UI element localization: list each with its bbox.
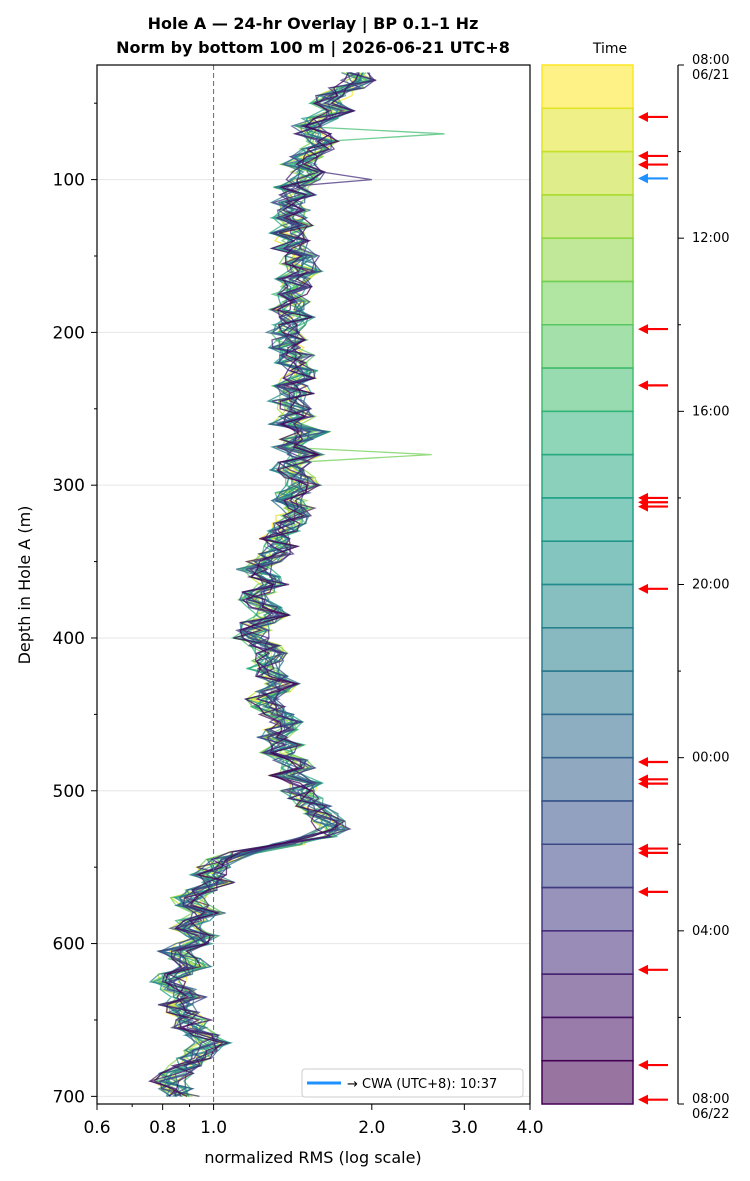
x-tick-label-1: 1.0 [200, 1118, 227, 1138]
y-tick-label-100: 100 [53, 171, 85, 191]
colorbar-band-4 [541, 237, 634, 283]
x-tick-label-4: 4.0 [516, 1118, 543, 1138]
profile-line-24 [153, 72, 349, 1097]
colorbar-tick-label-0: 08:00 06/21 [692, 53, 729, 83]
colorbar-tick-label-12: 20:00 [692, 578, 729, 593]
colorbar-band-19 [541, 886, 634, 932]
cwa-arrow-head [638, 173, 648, 184]
colorbar-band-6 [541, 324, 634, 369]
y-axis-label: Depth in Hole A (m) [15, 506, 34, 665]
event-arrow-18-head [638, 1094, 648, 1105]
colorbar-band-5 [541, 280, 634, 326]
colorbar-band-15 [541, 713, 634, 759]
colorbar-tick-label-4: 12:00 [692, 231, 729, 246]
event-arrow-16-head [638, 964, 648, 975]
y-tick-label-600: 600 [53, 935, 85, 955]
colorbar-band-23 [541, 1059, 634, 1105]
colorbar-band-7 [541, 367, 634, 413]
colorbar-band-21 [541, 973, 634, 1019]
colorbar-band-9 [541, 453, 634, 499]
event-arrow-15-head [638, 886, 648, 897]
event-arrow-5-head [638, 380, 648, 391]
x-axis-label: normalized RMS (log scale) [204, 1148, 421, 1167]
event-arrow-14-head [638, 847, 648, 858]
colorbar-band-22 [541, 1016, 634, 1062]
colorbar-band-20 [541, 930, 634, 975]
event-arrow-10-head [638, 756, 648, 767]
colorbar-band-1 [541, 107, 634, 153]
colorbar-band-3 [541, 194, 634, 239]
legend-label-cwa: → CWA (UTC+8): 10:37 [347, 1077, 497, 1092]
colorbar-band-8 [541, 410, 634, 456]
colorbar-band-12 [541, 583, 634, 629]
y-tick-label-400: 400 [53, 629, 85, 649]
profile-line-23 [167, 72, 360, 1097]
event-arrow-3-head [638, 159, 648, 170]
event-arrow-1-head [638, 111, 648, 122]
chart-title-line1: Hole A — 24-hr Overlay | BP 0.1–1 Hz [148, 14, 479, 34]
event-arrow-12-head [638, 778, 648, 789]
x-tick-label-2: 2.0 [358, 1118, 385, 1138]
colorbar-label: Time [592, 41, 627, 57]
colorbar-tick-label-16: 00:00 [692, 751, 729, 766]
x-tick-label-3: 3.0 [451, 1118, 478, 1138]
colorbar-tick-label-20: 04:00 [692, 924, 729, 939]
legend-box [301, 1068, 524, 1098]
event-arrow-17-head [638, 1060, 648, 1071]
event-arrow-9-head [638, 583, 648, 594]
chart-title-line2: Norm by bottom 100 m | 2026-06-21 UTC+8 [116, 38, 510, 58]
colorbar-band-13 [541, 627, 634, 672]
x-tick-label-0.6: 0.6 [83, 1118, 110, 1138]
y-tick-label-700: 700 [53, 1087, 85, 1107]
colorbar-band-14 [541, 670, 634, 716]
colorbar-tick-label-8: 16:00 [692, 404, 729, 419]
y-tick-label-500: 500 [53, 782, 85, 802]
colorbar-band-0 [541, 64, 634, 110]
profile-line-22 [147, 71, 377, 1097]
colorbar-band-18 [541, 843, 634, 889]
y-tick-label-300: 300 [53, 476, 85, 496]
event-arrow-8-head [638, 501, 648, 512]
event-arrow-2-head [638, 150, 648, 161]
colorbar-band-16 [541, 756, 634, 802]
colorbar-band-11 [541, 540, 634, 586]
x-tick-label-0.8: 0.8 [149, 1118, 176, 1138]
event-arrow-4-head [638, 324, 648, 335]
y-tick-label-200: 200 [53, 323, 85, 343]
colorbar-band-2 [541, 150, 634, 196]
plot-frame [96, 64, 531, 1105]
colorbar-band-17 [541, 800, 634, 845]
colorbar-tick-label-24: 08:00 06/22 [692, 1092, 729, 1122]
colorbar-band-10 [541, 497, 634, 542]
